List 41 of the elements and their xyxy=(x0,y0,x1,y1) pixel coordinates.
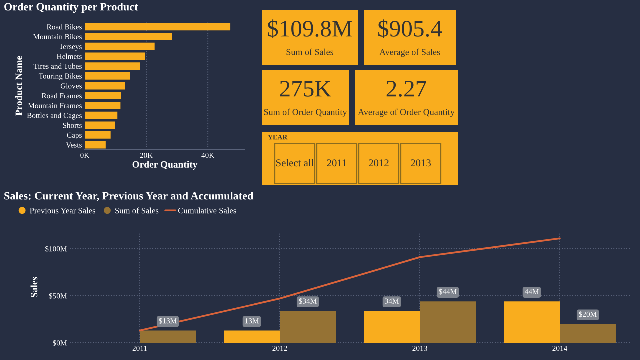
text: 275K xyxy=(280,81,332,97)
bar xyxy=(504,302,560,343)
bar xyxy=(224,330,280,343)
bar xyxy=(85,141,106,149)
bar xyxy=(140,330,196,343)
bar xyxy=(85,132,111,139)
legend-label: Cumulative Sales xyxy=(178,208,236,214)
bar xyxy=(420,302,476,343)
text: Average of Sales xyxy=(380,48,440,58)
bar xyxy=(85,112,118,120)
bar xyxy=(85,23,231,31)
legend-label: Previous Year Sales xyxy=(30,208,96,214)
text: 2.27 xyxy=(386,81,426,98)
text: Sum of Sales xyxy=(286,48,334,56)
y-axis-title: Sales xyxy=(30,277,38,298)
line-series xyxy=(139,238,561,332)
text: Sum of Order Quantity xyxy=(264,108,348,118)
bar xyxy=(85,82,125,90)
bar xyxy=(85,62,140,70)
bar xyxy=(560,324,616,343)
text: 2012 xyxy=(369,160,389,167)
text: $905.4 xyxy=(378,20,442,38)
bar xyxy=(85,92,122,100)
bar xyxy=(85,122,116,130)
legend-label: Sum of Sales xyxy=(116,208,159,214)
bar xyxy=(85,33,172,40)
text: Select all xyxy=(276,159,314,167)
bar xyxy=(364,311,420,343)
bar xyxy=(85,72,130,80)
text: $109.8M xyxy=(268,20,352,38)
text: Average of Order Quantity xyxy=(358,108,455,118)
text: 2011 xyxy=(327,160,347,167)
chart-title: Order Quantity per Product xyxy=(4,2,138,14)
y-axis-title: Product Name xyxy=(15,56,22,116)
text: 2013 xyxy=(411,160,432,167)
bar xyxy=(85,52,145,60)
bar xyxy=(85,102,121,110)
chart-title: Sales: Current Year, Previous Year and Accumulated xyxy=(4,192,254,202)
x-axis-title: Order Quantity xyxy=(132,161,198,170)
bar xyxy=(280,311,336,343)
bar xyxy=(85,42,155,50)
